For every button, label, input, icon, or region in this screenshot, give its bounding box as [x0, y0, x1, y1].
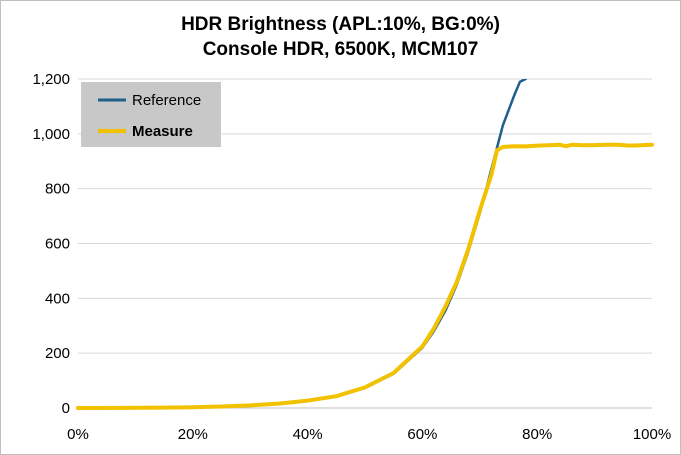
y-tick-label: 1,200	[32, 71, 70, 88]
y-tick-label: 1,000	[32, 126, 70, 143]
legend-box	[81, 82, 221, 147]
chart-title: HDR Brightness (APL:10%, BG:0%)	[181, 14, 500, 35]
series-lines	[76, 79, 654, 410]
y-tick-label: 800	[45, 181, 70, 198]
y-tick-label: 600	[45, 236, 70, 253]
x-tick-label: 20%	[178, 426, 208, 443]
y-tick-label: 400	[45, 290, 70, 307]
series-line-measure	[76, 142, 654, 410]
chart-title-block: HDR Brightness (APL:10%, BG:0%) Console …	[0, 12, 681, 62]
x-tick-label: 0%	[67, 426, 89, 443]
axes: 0 200 400 600 800 1,000 1,200 0% 20% 40% 60% 80% 100…	[32, 71, 671, 443]
x-tick-label: 40%	[293, 426, 323, 443]
gridlines	[78, 78, 652, 354]
legend-label-reference: Reference	[132, 92, 201, 109]
x-tick-label: 100%	[633, 426, 671, 443]
legend: Reference Measure	[81, 82, 221, 147]
legend-label-measure: Measure	[132, 123, 193, 140]
chart-subtitle: Console HDR, 6500K, MCM107	[202, 39, 479, 60]
y-tick-label: 200	[45, 345, 70, 362]
x-tick-label: 60%	[407, 426, 437, 443]
x-tick-label: 80%	[522, 426, 552, 443]
y-tick-label: 0	[62, 400, 70, 417]
